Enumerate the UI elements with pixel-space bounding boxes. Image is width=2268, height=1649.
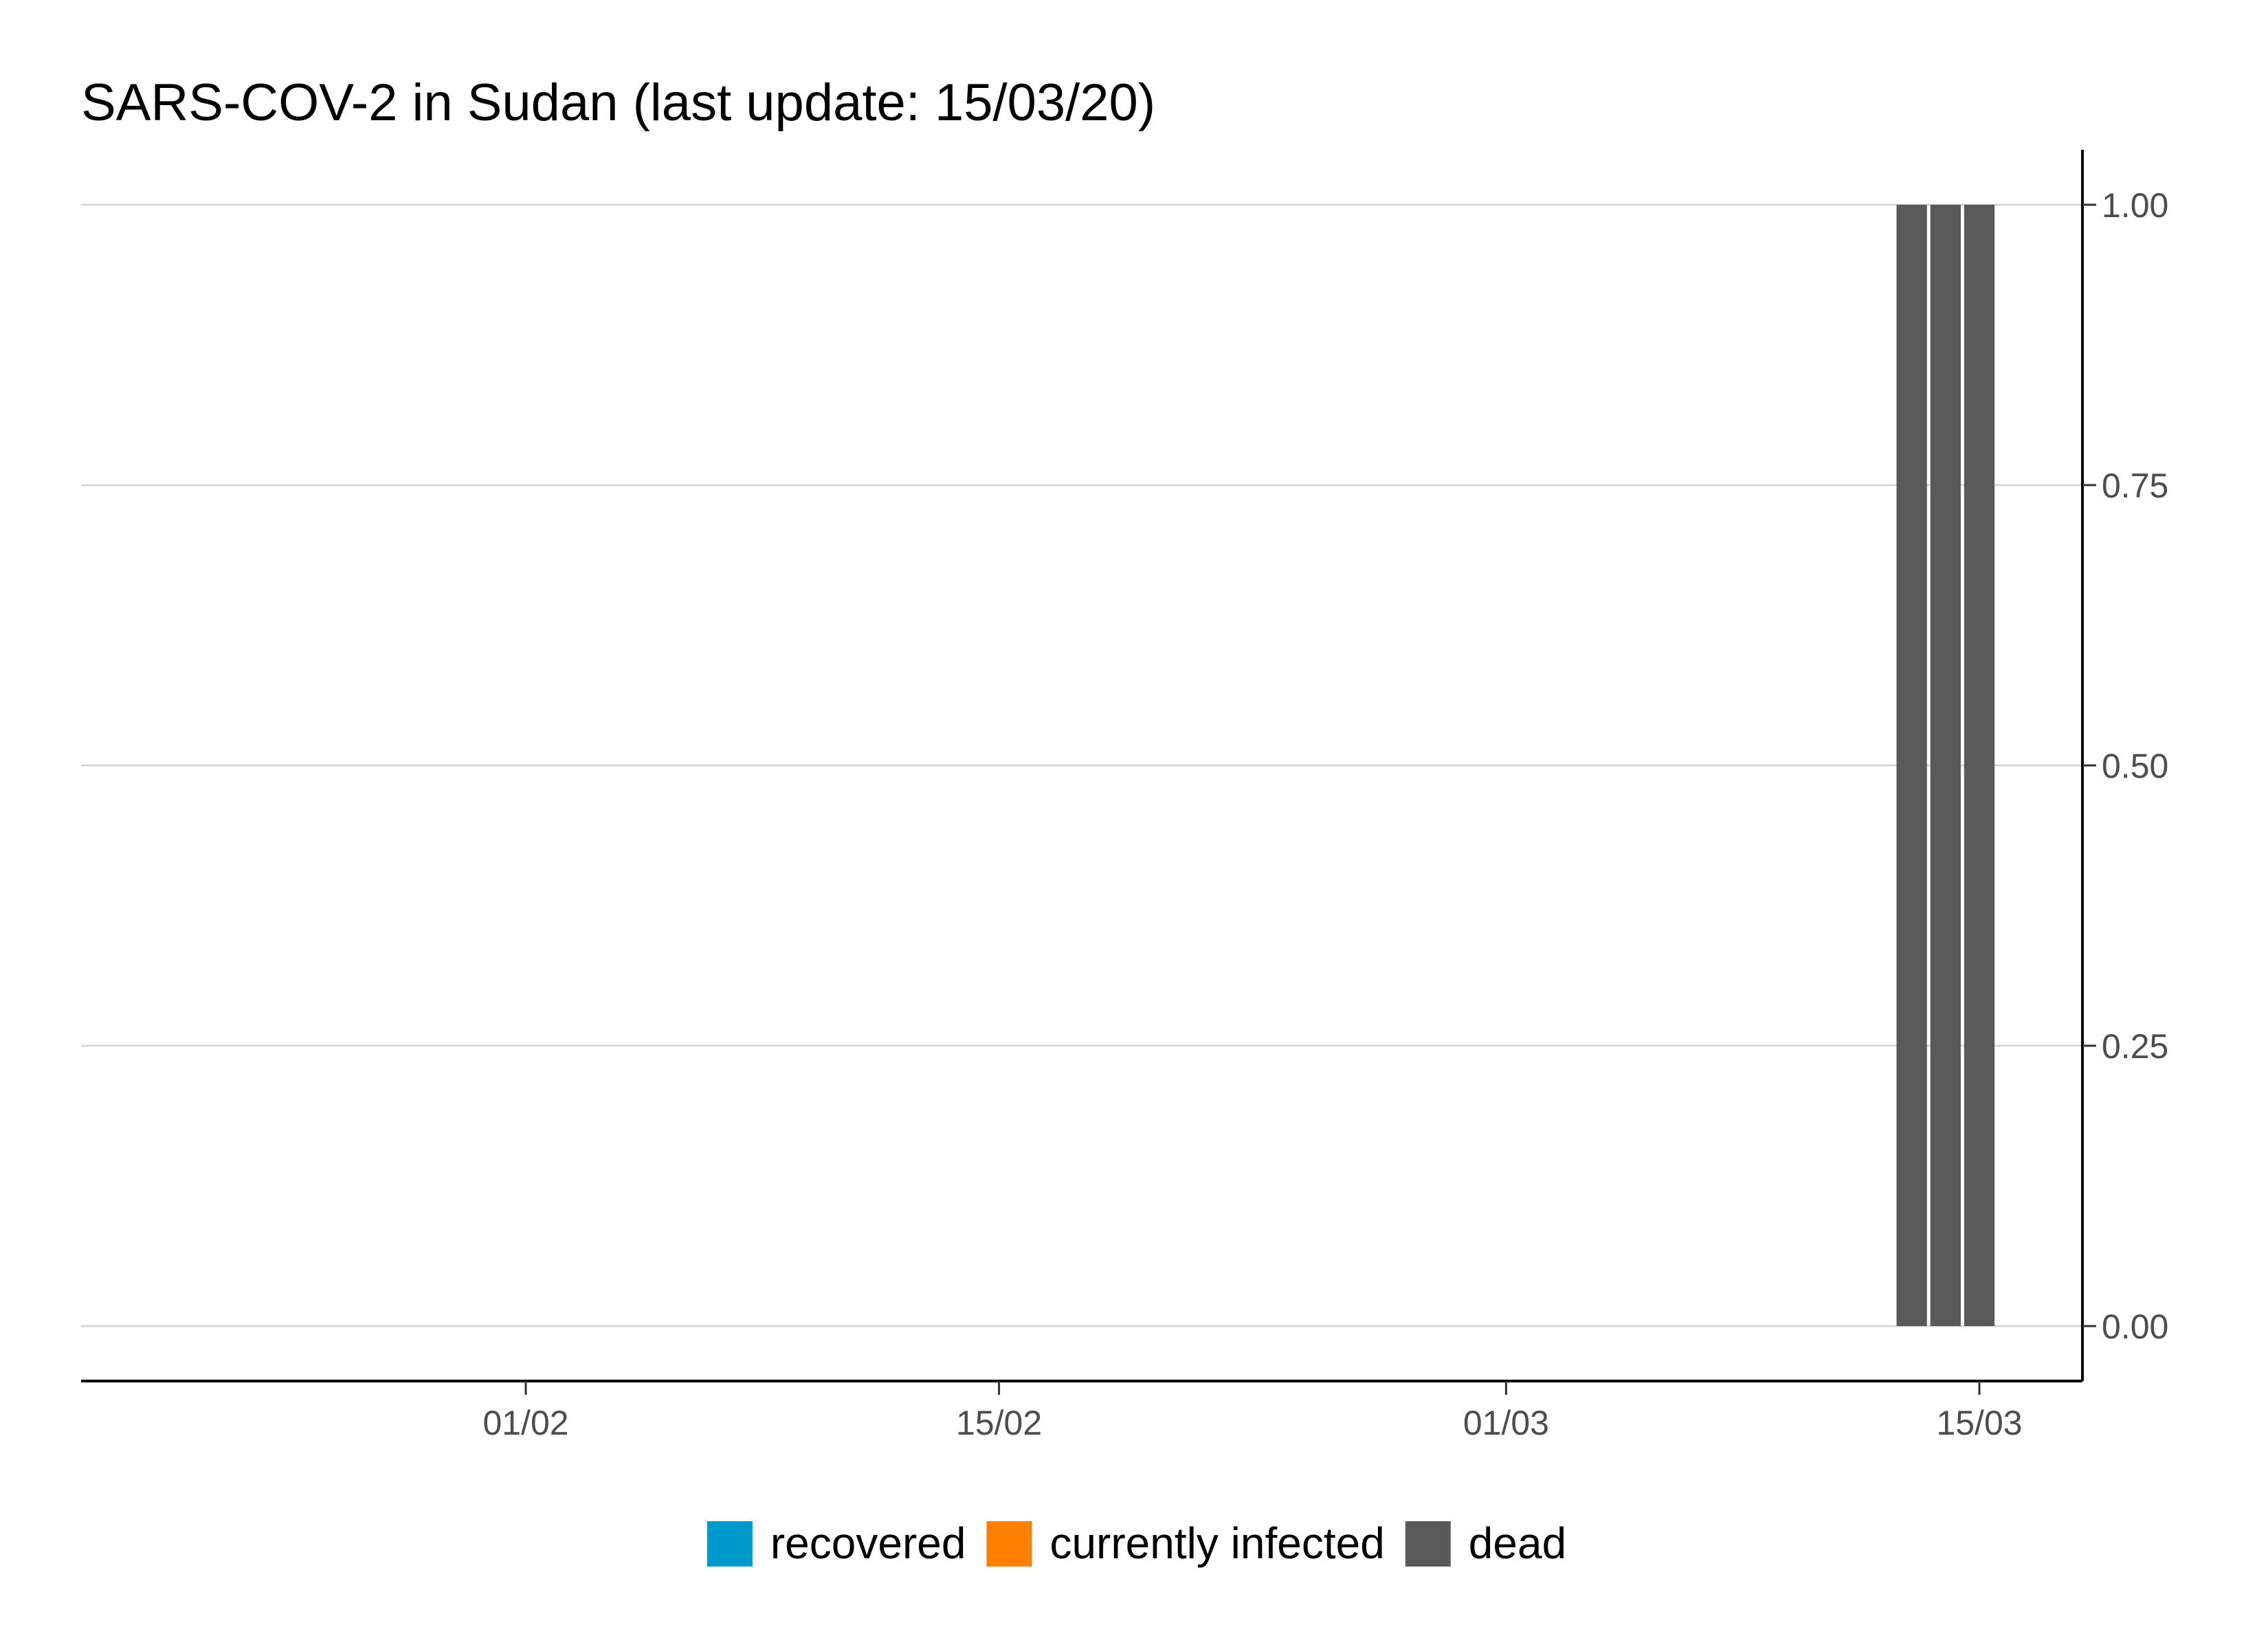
- bar-dead: [1930, 205, 1961, 1326]
- legend: recovered currently infected dead: [707, 1518, 1566, 1568]
- bar-dead: [1964, 205, 1995, 1326]
- y-tick-label: 0.25: [2102, 1027, 2168, 1066]
- bar-dead: [1896, 205, 1927, 1326]
- chart-title: SARS-COV-2 in Sudan (last update: 15/03/…: [81, 74, 1155, 132]
- bars: [1896, 205, 1995, 1326]
- y-tick-label: 0.00: [2102, 1308, 2168, 1346]
- legend-swatch: [1405, 1521, 1451, 1567]
- y-axis-ticks: 0.00 0.25 0.50 0.75 1.00: [2082, 186, 2168, 1346]
- x-tick-label: 01/02: [482, 1404, 568, 1442]
- legend-swatch: [707, 1521, 753, 1567]
- x-tick-label: 15/03: [1936, 1404, 2022, 1442]
- y-tick-label: 0.75: [2102, 467, 2168, 505]
- x-axis-ticks: 01/02 15/02 01/03 15/03: [482, 1381, 2023, 1442]
- y-tick-label: 1.00: [2102, 186, 2168, 225]
- legend-label: dead: [1469, 1518, 1566, 1568]
- y-tick-label: 0.50: [2102, 747, 2168, 785]
- x-tick-label: 01/03: [1463, 1404, 1549, 1442]
- legend-label: recovered: [770, 1518, 966, 1568]
- legend-swatch: [986, 1521, 1032, 1567]
- legend-label: currently infected: [1049, 1518, 1384, 1568]
- gridlines: [81, 203, 2082, 1327]
- x-tick-label: 15/02: [956, 1404, 1042, 1442]
